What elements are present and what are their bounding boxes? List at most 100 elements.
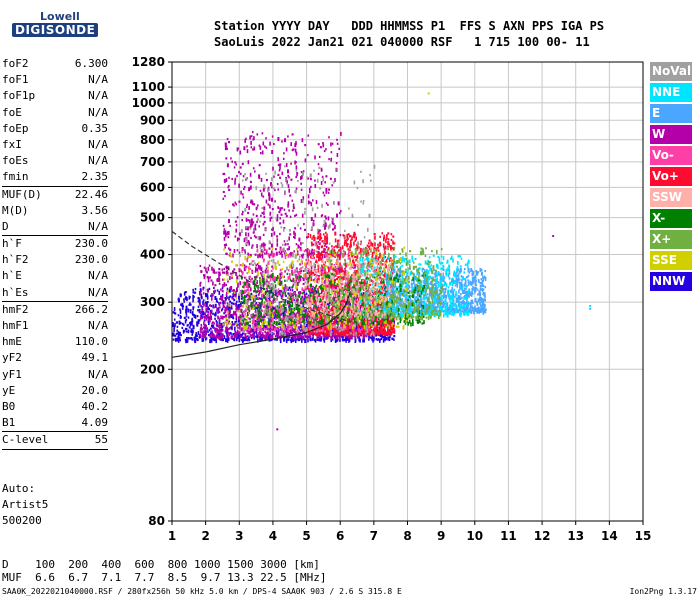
echo-point — [326, 245, 328, 249]
echo-point — [274, 328, 276, 331]
echo-point — [226, 296, 228, 299]
echo-point — [222, 303, 225, 308]
echo-point — [272, 267, 274, 270]
echo-point — [279, 248, 282, 251]
echo-point — [393, 242, 396, 245]
echo-point — [323, 338, 326, 343]
echo-point — [238, 318, 240, 323]
echo-point — [188, 295, 191, 300]
echo-point — [341, 331, 343, 334]
echo-point — [331, 328, 334, 332]
echo-point — [375, 330, 377, 333]
echo-point — [233, 166, 236, 169]
echo-point — [281, 328, 284, 333]
echo-point — [332, 217, 334, 221]
echo-point — [298, 322, 300, 325]
echo-point — [338, 147, 340, 150]
echo-point — [351, 309, 354, 312]
echo-point — [271, 208, 274, 211]
echo-point — [240, 339, 243, 342]
echo-point — [306, 315, 308, 320]
echo-point — [238, 331, 241, 336]
echo-point — [185, 315, 188, 318]
param-value: 20.0 — [81, 383, 109, 397]
echo-point — [223, 228, 226, 231]
echo-point — [205, 303, 207, 308]
echo-point — [339, 262, 341, 265]
echo-point — [363, 328, 366, 331]
echo-point — [313, 305, 315, 310]
echo-point — [254, 323, 257, 327]
echo-point — [351, 236, 353, 241]
echo-point — [235, 313, 238, 318]
echo-point — [328, 328, 331, 331]
echo-point — [192, 294, 194, 299]
echo-point — [234, 179, 236, 182]
echo-point — [198, 297, 201, 300]
echo-point — [216, 278, 219, 282]
echo-point — [373, 293, 375, 296]
echo-point — [263, 327, 265, 330]
echo-point — [307, 235, 309, 238]
echo-point — [294, 326, 297, 329]
echo-point — [231, 335, 234, 338]
echo-point — [270, 232, 273, 237]
echo-point — [334, 327, 336, 332]
echo-point — [320, 246, 323, 249]
echo-point — [338, 249, 341, 252]
echo-point — [264, 243, 266, 246]
echo-point — [302, 269, 305, 273]
echo-point — [235, 163, 237, 166]
echo-point — [271, 265, 274, 268]
echo-point — [225, 319, 228, 322]
echo-point — [212, 312, 214, 315]
echo-point — [271, 295, 274, 298]
echo-point — [330, 307, 333, 312]
echo-point — [367, 286, 370, 289]
echo-point — [300, 182, 302, 185]
echo-point — [227, 322, 230, 325]
echo-point — [339, 246, 342, 251]
echo-point — [345, 338, 347, 343]
echo-point — [229, 224, 231, 227]
echo-point — [244, 276, 247, 279]
echo-point — [212, 324, 215, 329]
echo-point — [314, 299, 317, 302]
echo-point — [246, 205, 248, 208]
echo-point — [223, 244, 226, 247]
echo-point — [358, 275, 361, 278]
echo-point — [191, 338, 193, 341]
echo-point — [345, 273, 347, 278]
echo-point — [221, 295, 224, 300]
echo-point — [266, 300, 269, 303]
echo-point — [306, 248, 309, 251]
echo-point — [221, 329, 224, 332]
echo-point — [279, 207, 282, 212]
echo-point — [371, 299, 374, 302]
echo-point — [261, 332, 264, 335]
y-tick-label: 200 — [140, 362, 165, 376]
echo-point — [343, 234, 346, 237]
echo-point — [315, 286, 317, 289]
echo-point — [204, 332, 206, 337]
echo-point — [235, 203, 237, 206]
echo-point — [241, 213, 244, 216]
echo-point — [234, 328, 236, 331]
echo-point — [219, 288, 222, 291]
echo-point — [213, 326, 215, 330]
param-row: hmF2 266.2 — [2, 300, 108, 318]
echo-point — [362, 304, 365, 307]
echo-point — [352, 266, 355, 269]
echo-point — [292, 329, 295, 333]
echo-point — [263, 215, 266, 219]
param-row: MUF(D) 22.46 — [2, 185, 108, 203]
echo-point — [246, 258, 249, 263]
header-line-2: SaoLuis 2022 Jan21 021 040000 RSF 1 715 … — [214, 35, 590, 49]
echo-point — [325, 175, 328, 178]
echo-point — [252, 213, 255, 216]
echo-point — [273, 296, 275, 301]
echo-point — [315, 310, 318, 315]
echo-point — [288, 209, 290, 212]
echo-point — [226, 231, 229, 236]
echo-point — [267, 333, 269, 336]
